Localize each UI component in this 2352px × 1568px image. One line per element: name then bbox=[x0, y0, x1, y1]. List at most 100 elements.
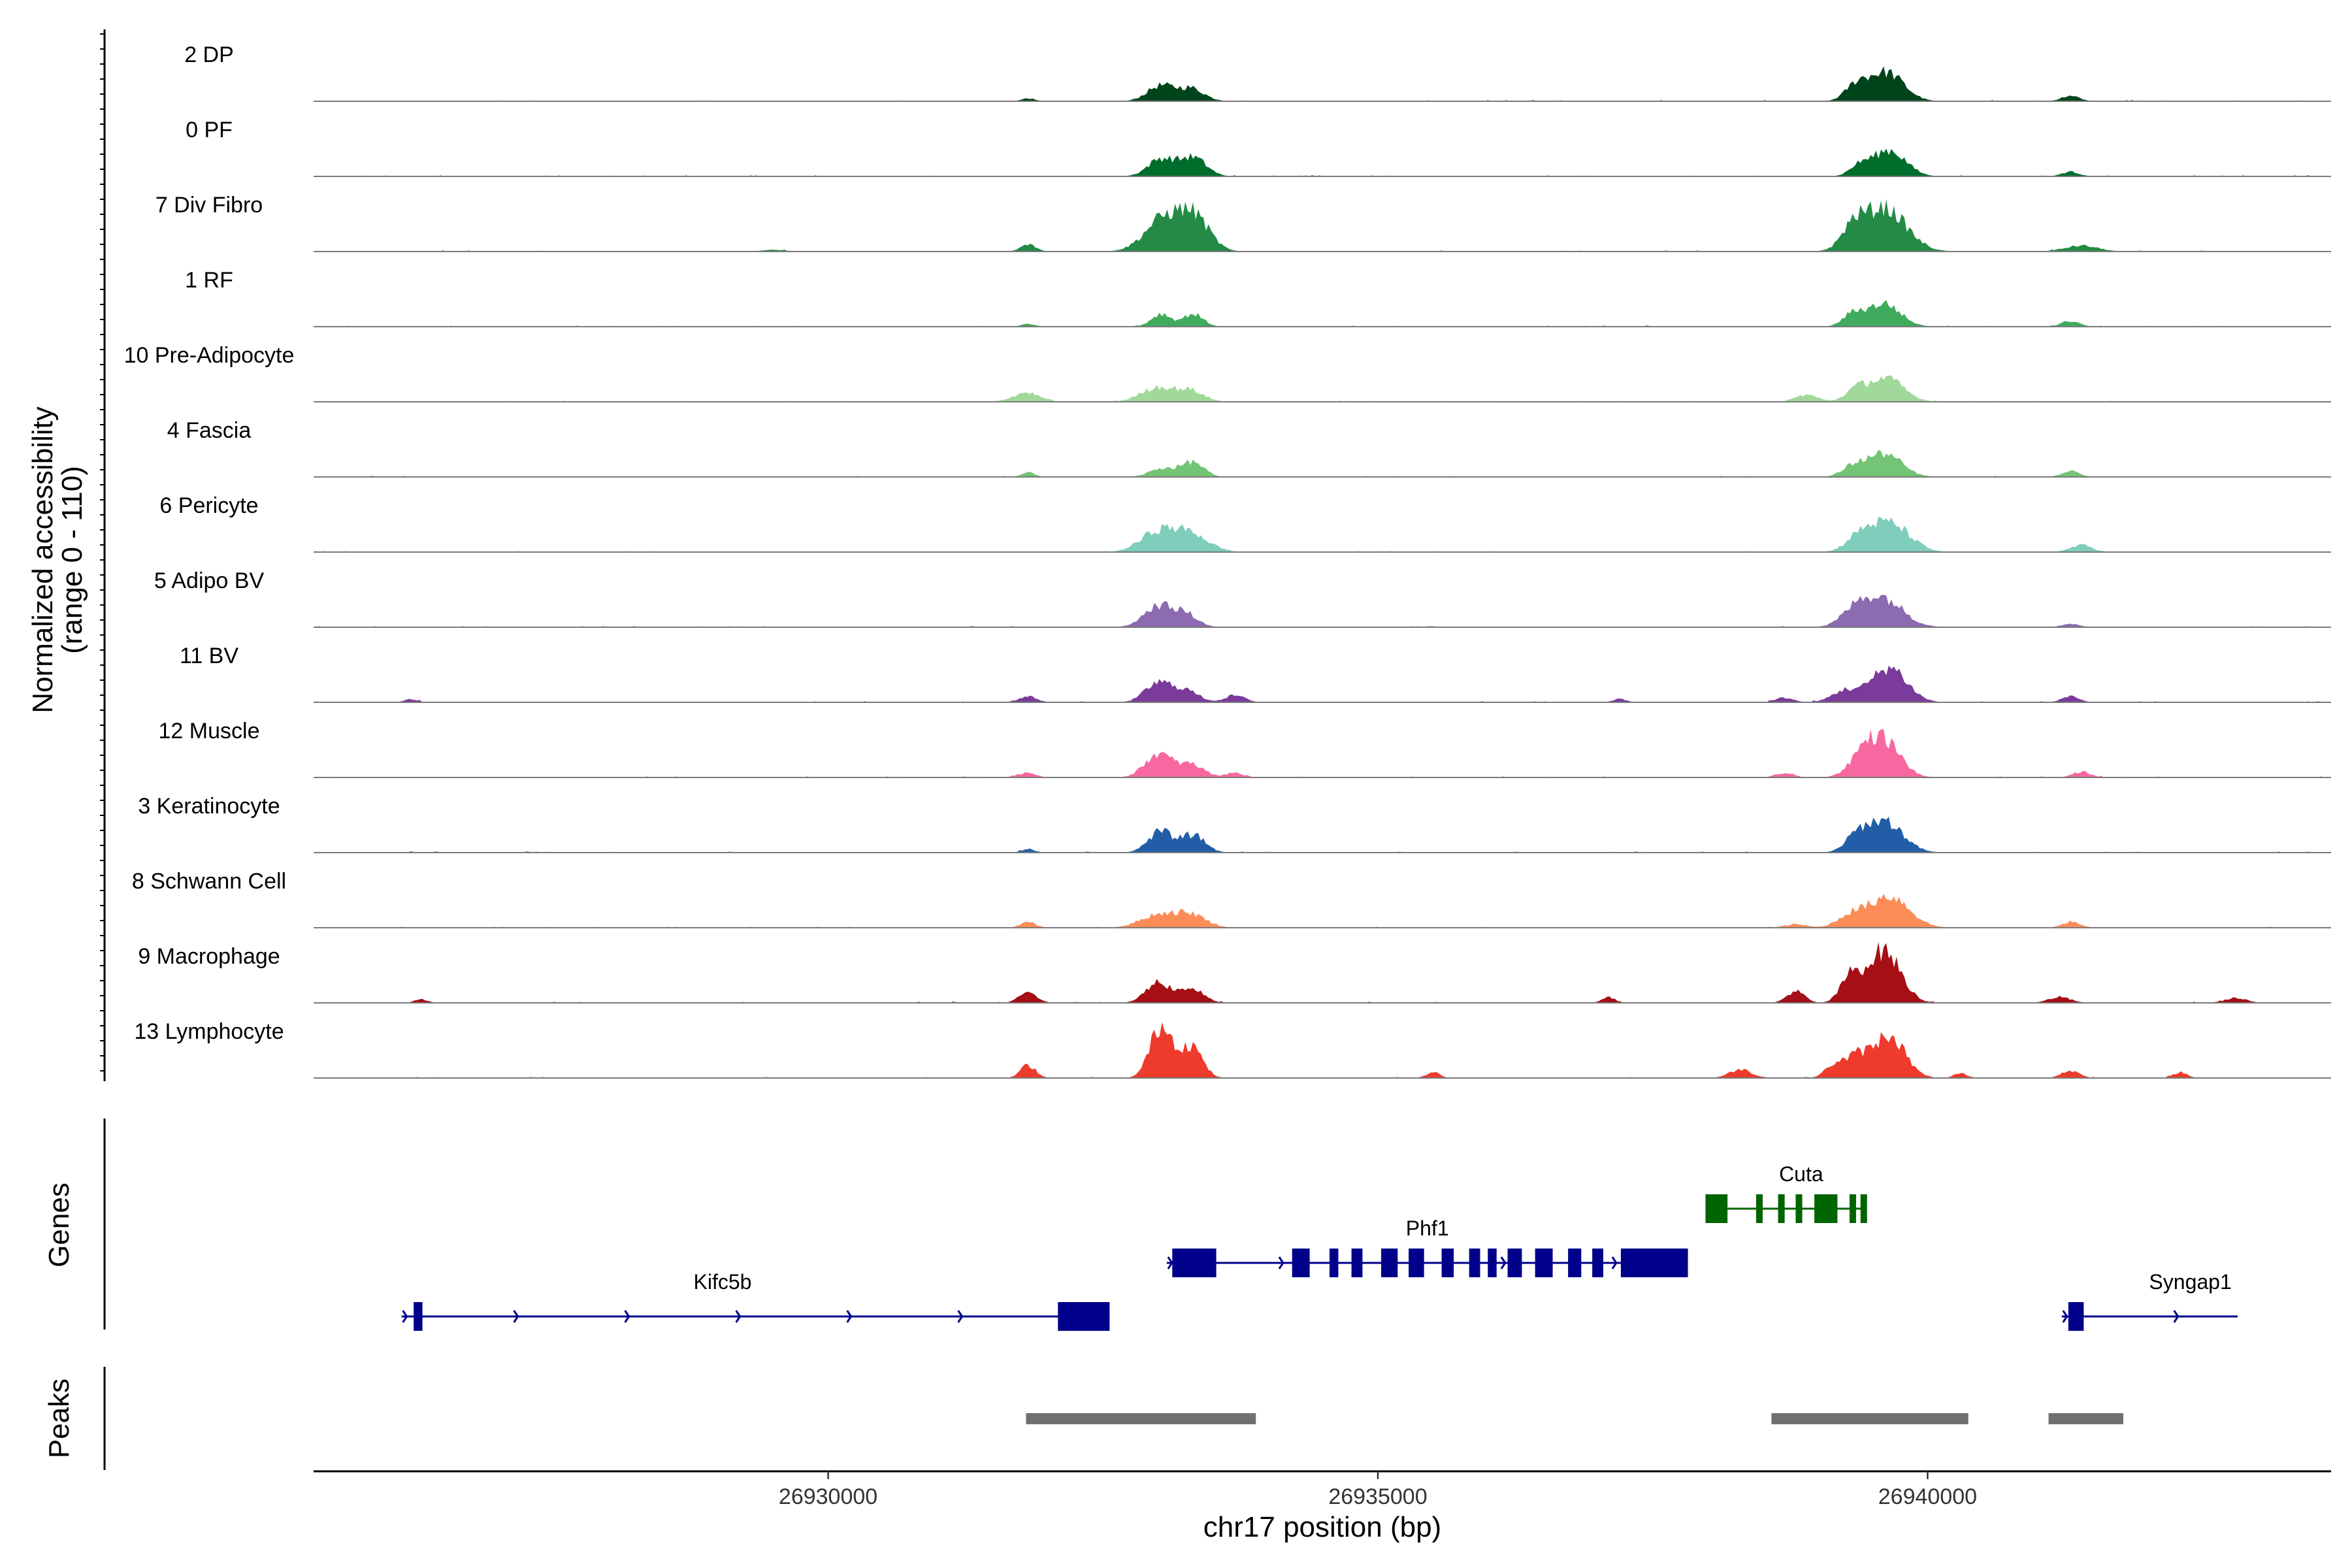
exon bbox=[1409, 1249, 1424, 1277]
track-label: 3 Keratinocyte bbox=[138, 794, 280, 819]
track-label: 7 Div Fibro bbox=[155, 193, 263, 218]
exon bbox=[1381, 1249, 1398, 1277]
strand-arrow bbox=[2173, 1310, 2180, 1323]
exon bbox=[1469, 1249, 1480, 1277]
strand-arrow bbox=[735, 1310, 742, 1323]
x-tick-label: 26940000 bbox=[1878, 1484, 1977, 1509]
exon bbox=[1329, 1249, 1339, 1277]
track-9-macrophage: 9 Macrophage bbox=[138, 941, 2331, 1004]
exon bbox=[1860, 1194, 1867, 1223]
peaks-panel-title: Peaks bbox=[43, 1379, 75, 1458]
gene-label: Syngap1 bbox=[2149, 1270, 2231, 1294]
exon bbox=[1592, 1249, 1603, 1277]
y-axis-subtitle: (range 0 - 110) bbox=[56, 466, 88, 654]
strand-arrow bbox=[1500, 1256, 1507, 1269]
genes-panel-title: Genes bbox=[43, 1183, 75, 1267]
exon bbox=[1795, 1194, 1803, 1223]
gene-annotations: Kifc5b Phf1 Cuta Syngap1 bbox=[401, 1162, 2238, 1331]
exon bbox=[1172, 1249, 1217, 1277]
coverage-area bbox=[314, 148, 2331, 176]
exon bbox=[2068, 1302, 2084, 1331]
exon bbox=[1814, 1194, 1838, 1223]
exon bbox=[1441, 1249, 1454, 1277]
strand-arrow bbox=[957, 1310, 964, 1323]
coverage-area bbox=[314, 817, 2331, 853]
track-8-schwann-cell: 8 Schwann Cell bbox=[132, 869, 2331, 928]
track-label: 9 Macrophage bbox=[138, 944, 280, 969]
strand-arrow bbox=[1167, 1256, 1173, 1269]
coverage-area bbox=[314, 595, 2331, 627]
track-label: 6 Pericyte bbox=[159, 493, 258, 518]
gene-phf1: Phf1 bbox=[1166, 1217, 1688, 1277]
exon bbox=[1351, 1249, 1363, 1277]
coverage-area bbox=[314, 516, 2331, 552]
track-label: 10 Pre-Adipocyte bbox=[124, 343, 295, 368]
coverage-area bbox=[314, 665, 2331, 702]
exon bbox=[1849, 1194, 1856, 1223]
strand-arrow bbox=[846, 1310, 853, 1323]
track-1-rf: 1 RF bbox=[185, 268, 2331, 327]
gene-kifc5b: Kifc5b bbox=[401, 1270, 1110, 1331]
x-tick-label: 26930000 bbox=[779, 1484, 877, 1509]
coverage-area bbox=[314, 199, 2331, 252]
exon bbox=[1058, 1302, 1110, 1331]
track-7-div-fibro: 7 Div Fibro bbox=[155, 193, 2331, 252]
peak-region bbox=[1771, 1413, 1968, 1424]
strand-arrow bbox=[1278, 1256, 1284, 1269]
track-4-fascia: 4 Fascia bbox=[167, 418, 2331, 478]
exon bbox=[1568, 1249, 1582, 1277]
strand-arrow bbox=[2062, 1310, 2068, 1323]
exon bbox=[1620, 1249, 1688, 1277]
coverage-area bbox=[314, 375, 2331, 402]
exon bbox=[1535, 1249, 1553, 1277]
coverage-area bbox=[314, 729, 2331, 777]
exon bbox=[1705, 1194, 1728, 1223]
gene-syngap1: Syngap1 bbox=[2061, 1270, 2238, 1331]
track-13-lymphocyte: 13 Lymphocyte bbox=[134, 1019, 2331, 1079]
track-10-pre-adipocyte: 10 Pre-Adipocyte bbox=[124, 343, 2331, 402]
exon bbox=[1778, 1194, 1785, 1223]
exon bbox=[1292, 1249, 1310, 1277]
x-tick-label: 26935000 bbox=[1328, 1484, 1427, 1509]
strand-arrow bbox=[402, 1310, 408, 1323]
coverage-area bbox=[314, 894, 2331, 928]
exon bbox=[1488, 1249, 1497, 1277]
track-2-dp: 2 DP bbox=[184, 42, 2331, 102]
strand-arrow bbox=[513, 1310, 519, 1323]
coverage-area bbox=[314, 449, 2331, 477]
track-label: 0 PF bbox=[186, 118, 233, 142]
gene-label: Phf1 bbox=[1406, 1217, 1449, 1240]
track-12-muscle: 12 Muscle bbox=[159, 719, 2331, 778]
track-label: 5 Adipo BV bbox=[154, 568, 265, 593]
gene-cuta: Cuta bbox=[1705, 1162, 1867, 1223]
track-label: 1 RF bbox=[185, 268, 233, 293]
peak-regions bbox=[1026, 1413, 2123, 1424]
coverage-area bbox=[314, 300, 2331, 327]
track-label: 4 Fascia bbox=[167, 418, 252, 443]
track-3-keratinocyte: 3 Keratinocyte bbox=[138, 794, 2331, 853]
strand-arrow bbox=[624, 1310, 630, 1323]
exon bbox=[1507, 1249, 1522, 1277]
peak-region bbox=[1026, 1413, 1256, 1424]
track-label: 12 Muscle bbox=[159, 719, 260, 743]
track-label: 13 Lymphocyte bbox=[134, 1019, 284, 1044]
x-axis-ticks: 26930000 26935000 26940000 bbox=[779, 1471, 1977, 1509]
track-label: 11 BV bbox=[180, 644, 238, 668]
peak-region bbox=[2048, 1413, 2123, 1424]
track-11-bv: 11 BV bbox=[180, 644, 2331, 703]
coverage-area bbox=[314, 1022, 2331, 1078]
y-axis-title: Normalized accessibility bbox=[27, 406, 59, 713]
coverage-tracks: 2 DP 0 PF 7 Div Fibro 1 RF 10 Pre-Adipocyte 4… bbox=[124, 42, 2331, 1079]
strand-arrow bbox=[1611, 1256, 1618, 1269]
track-5-adipo-bv: 5 Adipo BV bbox=[154, 568, 2331, 628]
coverage-y-ticks bbox=[100, 33, 105, 1071]
exon bbox=[1756, 1194, 1763, 1223]
track-label: 8 Schwann Cell bbox=[132, 869, 286, 894]
track-6-pericyte: 6 Pericyte bbox=[159, 493, 2331, 553]
coverage-area bbox=[314, 941, 2331, 1003]
coverage-area bbox=[314, 66, 2331, 101]
gene-label: Kifc5b bbox=[694, 1270, 752, 1294]
track-label: 2 DP bbox=[184, 42, 234, 67]
x-axis-title: chr17 position (bp) bbox=[1203, 1511, 1441, 1543]
